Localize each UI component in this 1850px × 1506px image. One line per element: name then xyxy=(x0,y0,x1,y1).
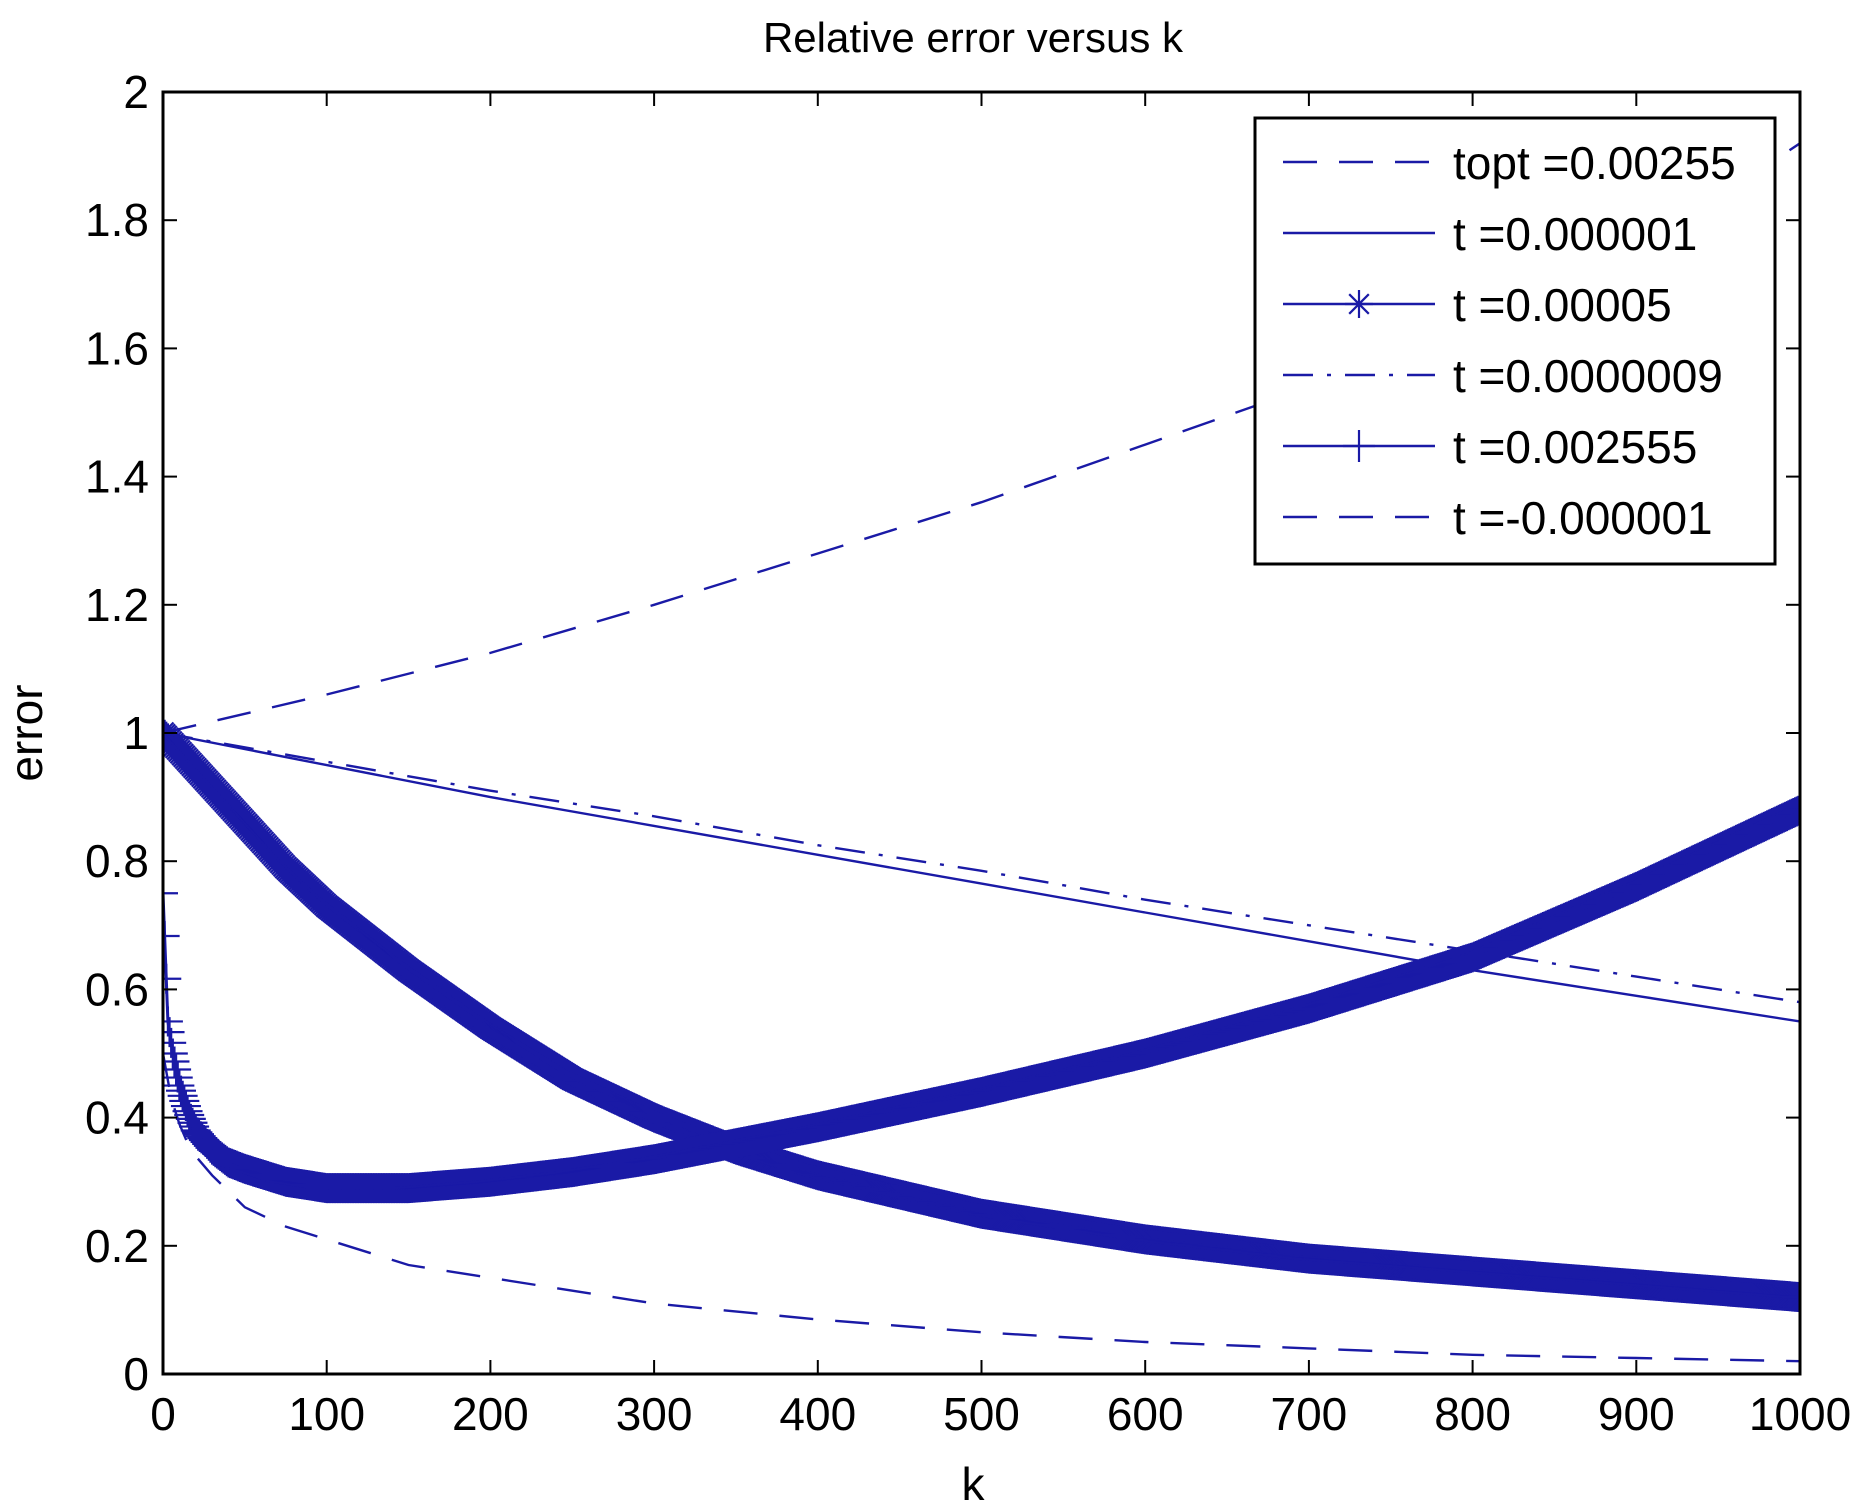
y-tick-label: 1.4 xyxy=(85,451,149,503)
y-tick-label: 2 xyxy=(123,66,149,118)
legend-label: t =0.000001 xyxy=(1453,208,1697,260)
series-line xyxy=(163,731,1800,1004)
series-line xyxy=(163,808,1800,1190)
x-axis-title: k xyxy=(962,1458,986,1506)
legend-label: t =0.00005 xyxy=(1453,279,1672,331)
y-tick-label: 0.4 xyxy=(85,1092,149,1144)
y-tick-label: 1.8 xyxy=(85,194,149,246)
plus-marker xyxy=(163,878,178,909)
ticks-layer: 0 100 200 300 400 500 600 700 800 900 1000 0 0.2 0.4 0… xyxy=(85,66,1850,1440)
legend-label: t =-0.000001 xyxy=(1453,492,1713,544)
y-tick-label: 1.6 xyxy=(85,322,149,374)
y-axis-title: error xyxy=(0,684,52,781)
plus-marker xyxy=(175,1103,206,1134)
legend-label: topt =0.00255 xyxy=(1453,137,1736,189)
legend-label: t =0.0000009 xyxy=(1453,350,1723,402)
plus-marker xyxy=(1343,430,1375,462)
y-tick-label: 0.8 xyxy=(85,835,149,887)
x-tick-label: 600 xyxy=(1107,1388,1184,1440)
x-tick-label: 0 xyxy=(150,1388,176,1440)
series-layer xyxy=(163,142,1800,1363)
series-2 xyxy=(163,731,1800,1023)
series-line xyxy=(163,731,1800,1023)
plus-marker xyxy=(163,1038,188,1069)
series-3 xyxy=(163,718,1800,1313)
plus-marker xyxy=(163,1054,192,1085)
plus-marker xyxy=(174,1100,205,1131)
x-tick-label: 1000 xyxy=(1749,1388,1850,1440)
plus-marker xyxy=(163,920,180,951)
legend: topt =0.00255 t =0.000001 t =0.00005 t =0.0… xyxy=(1253,116,1777,566)
legend-label: t =0.002555 xyxy=(1453,421,1697,473)
plus-marker xyxy=(163,1062,193,1093)
plus-marker xyxy=(1785,794,1800,825)
chart-title: Relative error versus k xyxy=(763,14,1184,61)
y-tick-label: 0 xyxy=(123,1348,149,1400)
y-tick-label: 0.6 xyxy=(85,963,149,1015)
plus-marker xyxy=(172,1096,203,1127)
y-tick-label: 1 xyxy=(123,707,149,759)
legend-box xyxy=(1253,116,1777,566)
series-4 xyxy=(163,731,1800,1004)
x-tick-label: 500 xyxy=(943,1388,1020,1440)
series-line xyxy=(163,1053,1800,1363)
star-marker xyxy=(1345,290,1373,318)
x-tick-label: 800 xyxy=(1434,1388,1511,1440)
y-tick-label: 0.2 xyxy=(85,1220,149,1272)
x-tick-label: 100 xyxy=(288,1388,365,1440)
y-tick-label: 1.2 xyxy=(85,579,149,631)
x-tick-label: 700 xyxy=(1271,1388,1348,1440)
x-tick-label: 900 xyxy=(1598,1388,1675,1440)
x-tick-label: 300 xyxy=(616,1388,693,1440)
series-5 xyxy=(163,794,1800,1204)
series-1 xyxy=(163,1053,1800,1363)
x-tick-label: 200 xyxy=(452,1388,529,1440)
x-tick-label: 400 xyxy=(779,1388,856,1440)
